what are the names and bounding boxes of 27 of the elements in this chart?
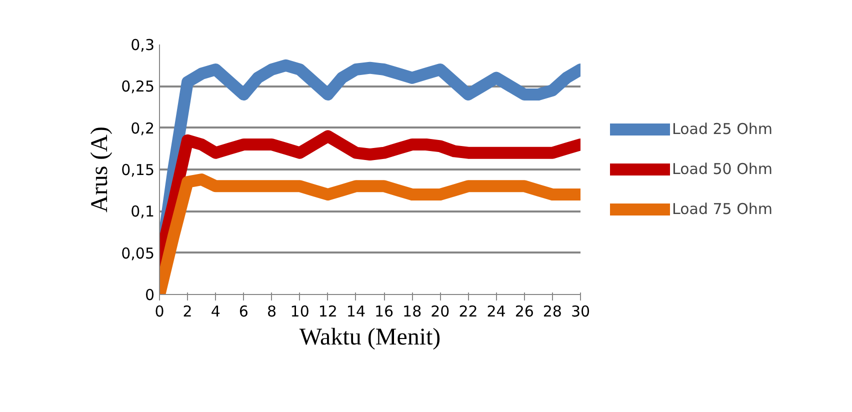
y-axis-title: Arus (A) (87, 126, 114, 212)
legend-label: Load 25 Ohm (672, 120, 773, 138)
x-tick-label: 28 (542, 302, 562, 320)
y-tick-label: 0 (144, 286, 155, 304)
x-tick-label: 24 (486, 302, 506, 320)
x-tick-label: 6 (238, 302, 248, 320)
y-tick-label: 0,3 (130, 36, 155, 54)
y-tick-label: 0,05 (121, 244, 155, 262)
x-tick-label: 20 (430, 302, 450, 320)
x-tick-label: 4 (210, 302, 220, 320)
x-tick-label: 30 (570, 302, 590, 320)
x-tick-label: 10 (290, 302, 310, 320)
legend-label: Load 75 Ohm (672, 200, 773, 218)
x-tick-label: 2 (182, 302, 192, 320)
y-tick-label: 0,15 (121, 161, 155, 179)
y-tick-label: 0,1 (130, 202, 155, 221)
x-axis-title: Waktu (Menit) (299, 324, 441, 350)
x-tick-label: 22 (458, 302, 478, 320)
x-tick-label: 12 (318, 302, 338, 320)
x-tick-label: 14 (346, 302, 366, 320)
y-tick-label: 0,25 (121, 78, 155, 96)
y-tick-label: 0,2 (130, 119, 155, 138)
x-tick-label: 16 (374, 302, 394, 320)
x-tick-label: 26 (514, 302, 534, 320)
x-tick-label: 18 (402, 302, 422, 320)
legend-label: Load 50 Ohm (672, 160, 773, 178)
x-tick-label: 8 (266, 302, 277, 320)
